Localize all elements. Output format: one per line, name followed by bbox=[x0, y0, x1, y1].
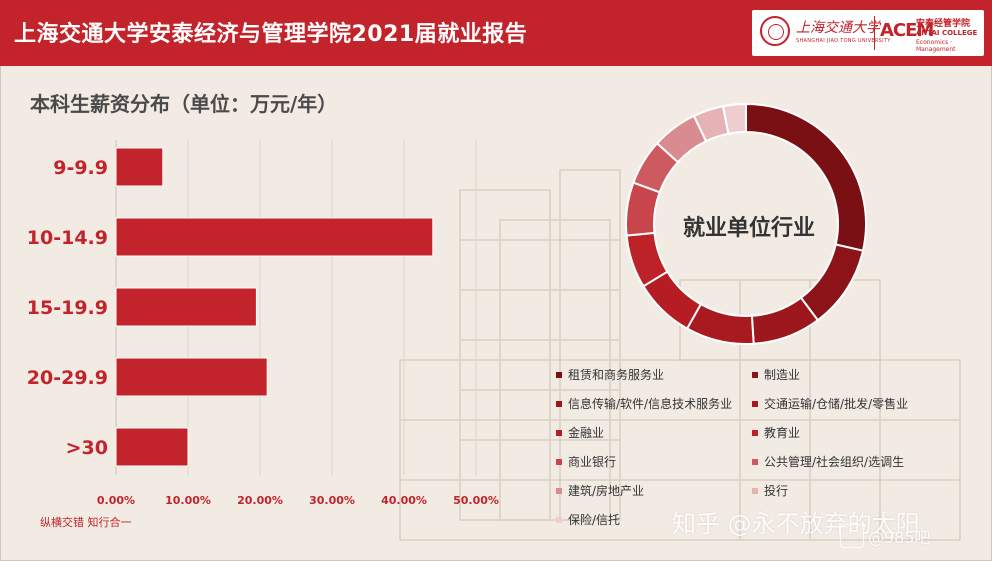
legend-item: 投行 bbox=[752, 482, 788, 499]
legend-swatch bbox=[556, 487, 562, 494]
legend-item: 商业银行 bbox=[556, 453, 616, 470]
acem-logo-icon: ACEM bbox=[880, 20, 934, 41]
legend-item: 制造业 bbox=[752, 366, 800, 383]
legend-swatch bbox=[752, 400, 758, 407]
legend-label: 建筑/房地产业 bbox=[568, 484, 645, 498]
category-label: >30 bbox=[66, 437, 108, 459]
legend-swatch bbox=[556, 400, 562, 407]
site-logo-icon bbox=[840, 524, 864, 548]
logo-divider bbox=[874, 16, 875, 50]
legend-label: 信息传输/软件/信息技术服务业 bbox=[568, 397, 733, 411]
legend-label: 租赁和商务服务业 bbox=[568, 368, 665, 382]
category-label: 10-14.9 bbox=[27, 227, 108, 249]
category-label: 20-29.9 bbox=[27, 367, 108, 389]
legend-item: 教育业 bbox=[752, 424, 800, 441]
school-name-en-sub: Economics · Management bbox=[916, 39, 956, 53]
x-tick-label: 20.00% bbox=[237, 494, 283, 507]
x-tick-label: 10.00% bbox=[165, 494, 211, 507]
legend-item: 保险/信托 bbox=[556, 511, 620, 528]
donut-center-label: 就业单位行业 bbox=[682, 216, 815, 241]
bar bbox=[115, 147, 164, 187]
legend-swatch bbox=[556, 429, 562, 436]
logo-box: 上海交通大学 SHANGHAI JIAO TONG UNIVERSITY ACE… bbox=[752, 10, 984, 56]
legend-label: 公共管理/社会组织/选调生 bbox=[764, 455, 905, 469]
legend-item: 交通运输/仓储/批发/零售业 bbox=[752, 395, 908, 412]
legend-item: 信息传输/软件/信息技术服务业 bbox=[556, 395, 732, 412]
industry-donut-chart bbox=[625, 102, 867, 345]
section-title: 本科生薪资分布（单位：万元/年） bbox=[30, 92, 338, 116]
school-name-en: ANTAI COLLEGE bbox=[916, 29, 978, 37]
university-sub: SHANGHAI JIAO TONG UNIVERSITY bbox=[796, 38, 891, 44]
legend-swatch bbox=[556, 371, 562, 378]
category-label: 15-19.9 bbox=[27, 297, 108, 319]
legend-swatch bbox=[556, 516, 562, 523]
bar bbox=[115, 427, 189, 467]
building-illustration bbox=[399, 169, 961, 541]
legend-item: 公共管理/社会组织/选调生 bbox=[752, 453, 904, 470]
footnote: 纵横交错 知行合一 bbox=[40, 516, 132, 529]
legend-label: 交通运输/仓储/批发/零售业 bbox=[764, 397, 909, 411]
x-tick-label: 30.00% bbox=[309, 494, 355, 507]
header-title: 上海交通大学安泰经济与管理学院2021届就业报告 bbox=[14, 22, 528, 47]
legend-item: 建筑/房地产业 bbox=[556, 482, 644, 499]
legend-item: 租赁和商务服务业 bbox=[556, 366, 664, 383]
category-label: 9-9.9 bbox=[53, 157, 108, 179]
zhihu-watermark: 知乎 @永不放弃的太阳 bbox=[672, 510, 920, 538]
legend-item: 金融业 bbox=[556, 424, 604, 441]
x-tick-label: 0.00% bbox=[97, 494, 135, 507]
legend-label: 金融业 bbox=[568, 426, 605, 440]
legend-label: 保险/信托 bbox=[568, 513, 621, 527]
legend-label: 投行 bbox=[764, 484, 789, 498]
donut-slice bbox=[721, 102, 747, 135]
legend-label: 制造业 bbox=[764, 368, 801, 382]
x-tick-label: 50.00% bbox=[453, 494, 499, 507]
university-seal-icon bbox=[760, 16, 790, 46]
legend-swatch bbox=[752, 429, 758, 436]
bar bbox=[115, 287, 257, 327]
header-bar: 上海交通大学安泰经济与管理学院2021届就业报告 上海交通大学 SHANGHAI… bbox=[0, 0, 992, 66]
bar bbox=[115, 217, 434, 257]
legend-swatch bbox=[556, 458, 562, 465]
school-name-cn: 安泰经管学院 bbox=[916, 19, 971, 29]
university-name: 上海交通大学 bbox=[796, 20, 880, 36]
legend-swatch bbox=[752, 487, 758, 494]
x-tick-label: 40.00% bbox=[381, 494, 427, 507]
salary-bar-chart: 0.00% 10.00% 20.00% 30.00% 40.00% 50.00% 9-9.9… bbox=[27, 140, 499, 507]
site-watermark: @985吧 bbox=[868, 528, 931, 547]
legend-label: 教育业 bbox=[764, 426, 801, 440]
bar bbox=[115, 357, 268, 397]
legend-swatch bbox=[752, 371, 758, 378]
legend-label: 商业银行 bbox=[568, 455, 617, 469]
legend-swatch bbox=[752, 458, 758, 465]
